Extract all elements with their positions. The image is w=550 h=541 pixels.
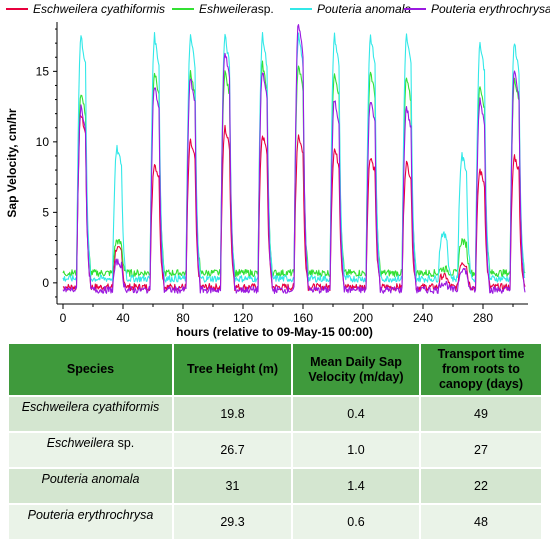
cell-transport: 27	[419, 431, 543, 469]
species-name: Eschweilera cyathiformis	[21, 400, 160, 414]
legend-swatch	[6, 8, 28, 10]
chart-plot: 0 5 10 15 0 40 80 120 160 200 240 280 hours (relativ…	[5, 22, 528, 339]
y-axis-label: Sap Velocity, cm/hr	[5, 108, 19, 217]
legend-label: Pouteria erythrochrysa	[431, 2, 550, 16]
x-tick-label: 160	[293, 311, 313, 325]
x-tick-label: 280	[473, 311, 493, 325]
legend-label: Eshweilera	[199, 2, 258, 16]
cell-species: Pouteria anomala	[7, 467, 174, 505]
table-header-row: Species Tree Height (m) Mean Daily Sap V…	[7, 342, 543, 397]
x-tick-label: 80	[176, 311, 190, 325]
legend-item-eschweilera-cyathiformis: Eschweilera cyathiformis	[6, 2, 165, 16]
sap-velocity-chart: Eschweilera cyathiformis Eshweilera sp. …	[0, 2, 550, 339]
header-tree-height: Tree Height (m)	[172, 342, 293, 397]
series-line-pouteria-erythrochrysa	[62, 24, 526, 294]
species-suffix: sp.	[114, 436, 135, 450]
x-tick-label: 120	[233, 311, 253, 325]
header-transport-time: Transport time from roots to canopy (day…	[419, 342, 543, 397]
cell-velocity: 0.4	[291, 395, 421, 433]
legend-item-pouteria-erythrochrysa: Pouteria erythrochrysa	[404, 2, 550, 16]
legend-item-eshweilera-sp: Eshweilera sp.	[172, 2, 274, 16]
species-table: Species Tree Height (m) Mean Daily Sap V…	[7, 342, 543, 541]
header-species: Species	[7, 342, 174, 397]
cell-velocity: 1.4	[291, 467, 421, 505]
x-tick-label: 40	[116, 311, 130, 325]
species-name: Eschweilera	[46, 436, 115, 450]
header-mean-daily-sap-velocity: Mean Daily Sap Velocity (m/day)	[291, 342, 421, 397]
legend-label-suffix: sp.	[257, 2, 274, 16]
species-name: Pouteria erythrochrysa	[27, 508, 154, 522]
cell-species: Eschweilera sp.	[7, 431, 174, 469]
cell-transport: 22	[419, 467, 543, 505]
x-axis-label: hours (relative to 09-May-15 00:00)	[176, 325, 373, 339]
x-tick-label: 0	[60, 311, 67, 325]
legend-label: Eschweilera cyathiformis	[33, 2, 166, 16]
cell-height: 19.8	[172, 395, 293, 433]
table-row: Eschweilera sp. 26.7 1.0 27	[7, 431, 543, 469]
cell-height: 31	[172, 467, 293, 505]
x-tick-label: 200	[353, 311, 373, 325]
table-row: Eschweilera cyathiformis 19.8 0.4 49	[7, 395, 543, 433]
y-tick-label: 0	[42, 276, 49, 290]
species-name: Pouteria anomala	[41, 472, 140, 486]
y-tick-label: 10	[36, 135, 50, 149]
cell-transport: 49	[419, 395, 543, 433]
legend-swatch	[404, 8, 426, 10]
legend-swatch	[172, 8, 194, 10]
x-tick-label: 240	[413, 311, 433, 325]
legend-item-pouteria-anomala: Pouteria anomala	[290, 2, 411, 16]
cell-species: Eschweilera cyathiformis	[7, 395, 174, 433]
cell-velocity: 1.0	[291, 431, 421, 469]
legend-label: Pouteria anomala	[317, 2, 412, 16]
table-row: Pouteria anomala 31 1.4 22	[7, 467, 543, 505]
chart-legend: Eschweilera cyathiformis Eshweilera sp. …	[0, 2, 550, 20]
y-tick-label: 5	[42, 205, 49, 219]
legend-swatch	[290, 8, 312, 10]
cell-height: 26.7	[172, 431, 293, 469]
y-tick-label: 15	[36, 64, 50, 78]
